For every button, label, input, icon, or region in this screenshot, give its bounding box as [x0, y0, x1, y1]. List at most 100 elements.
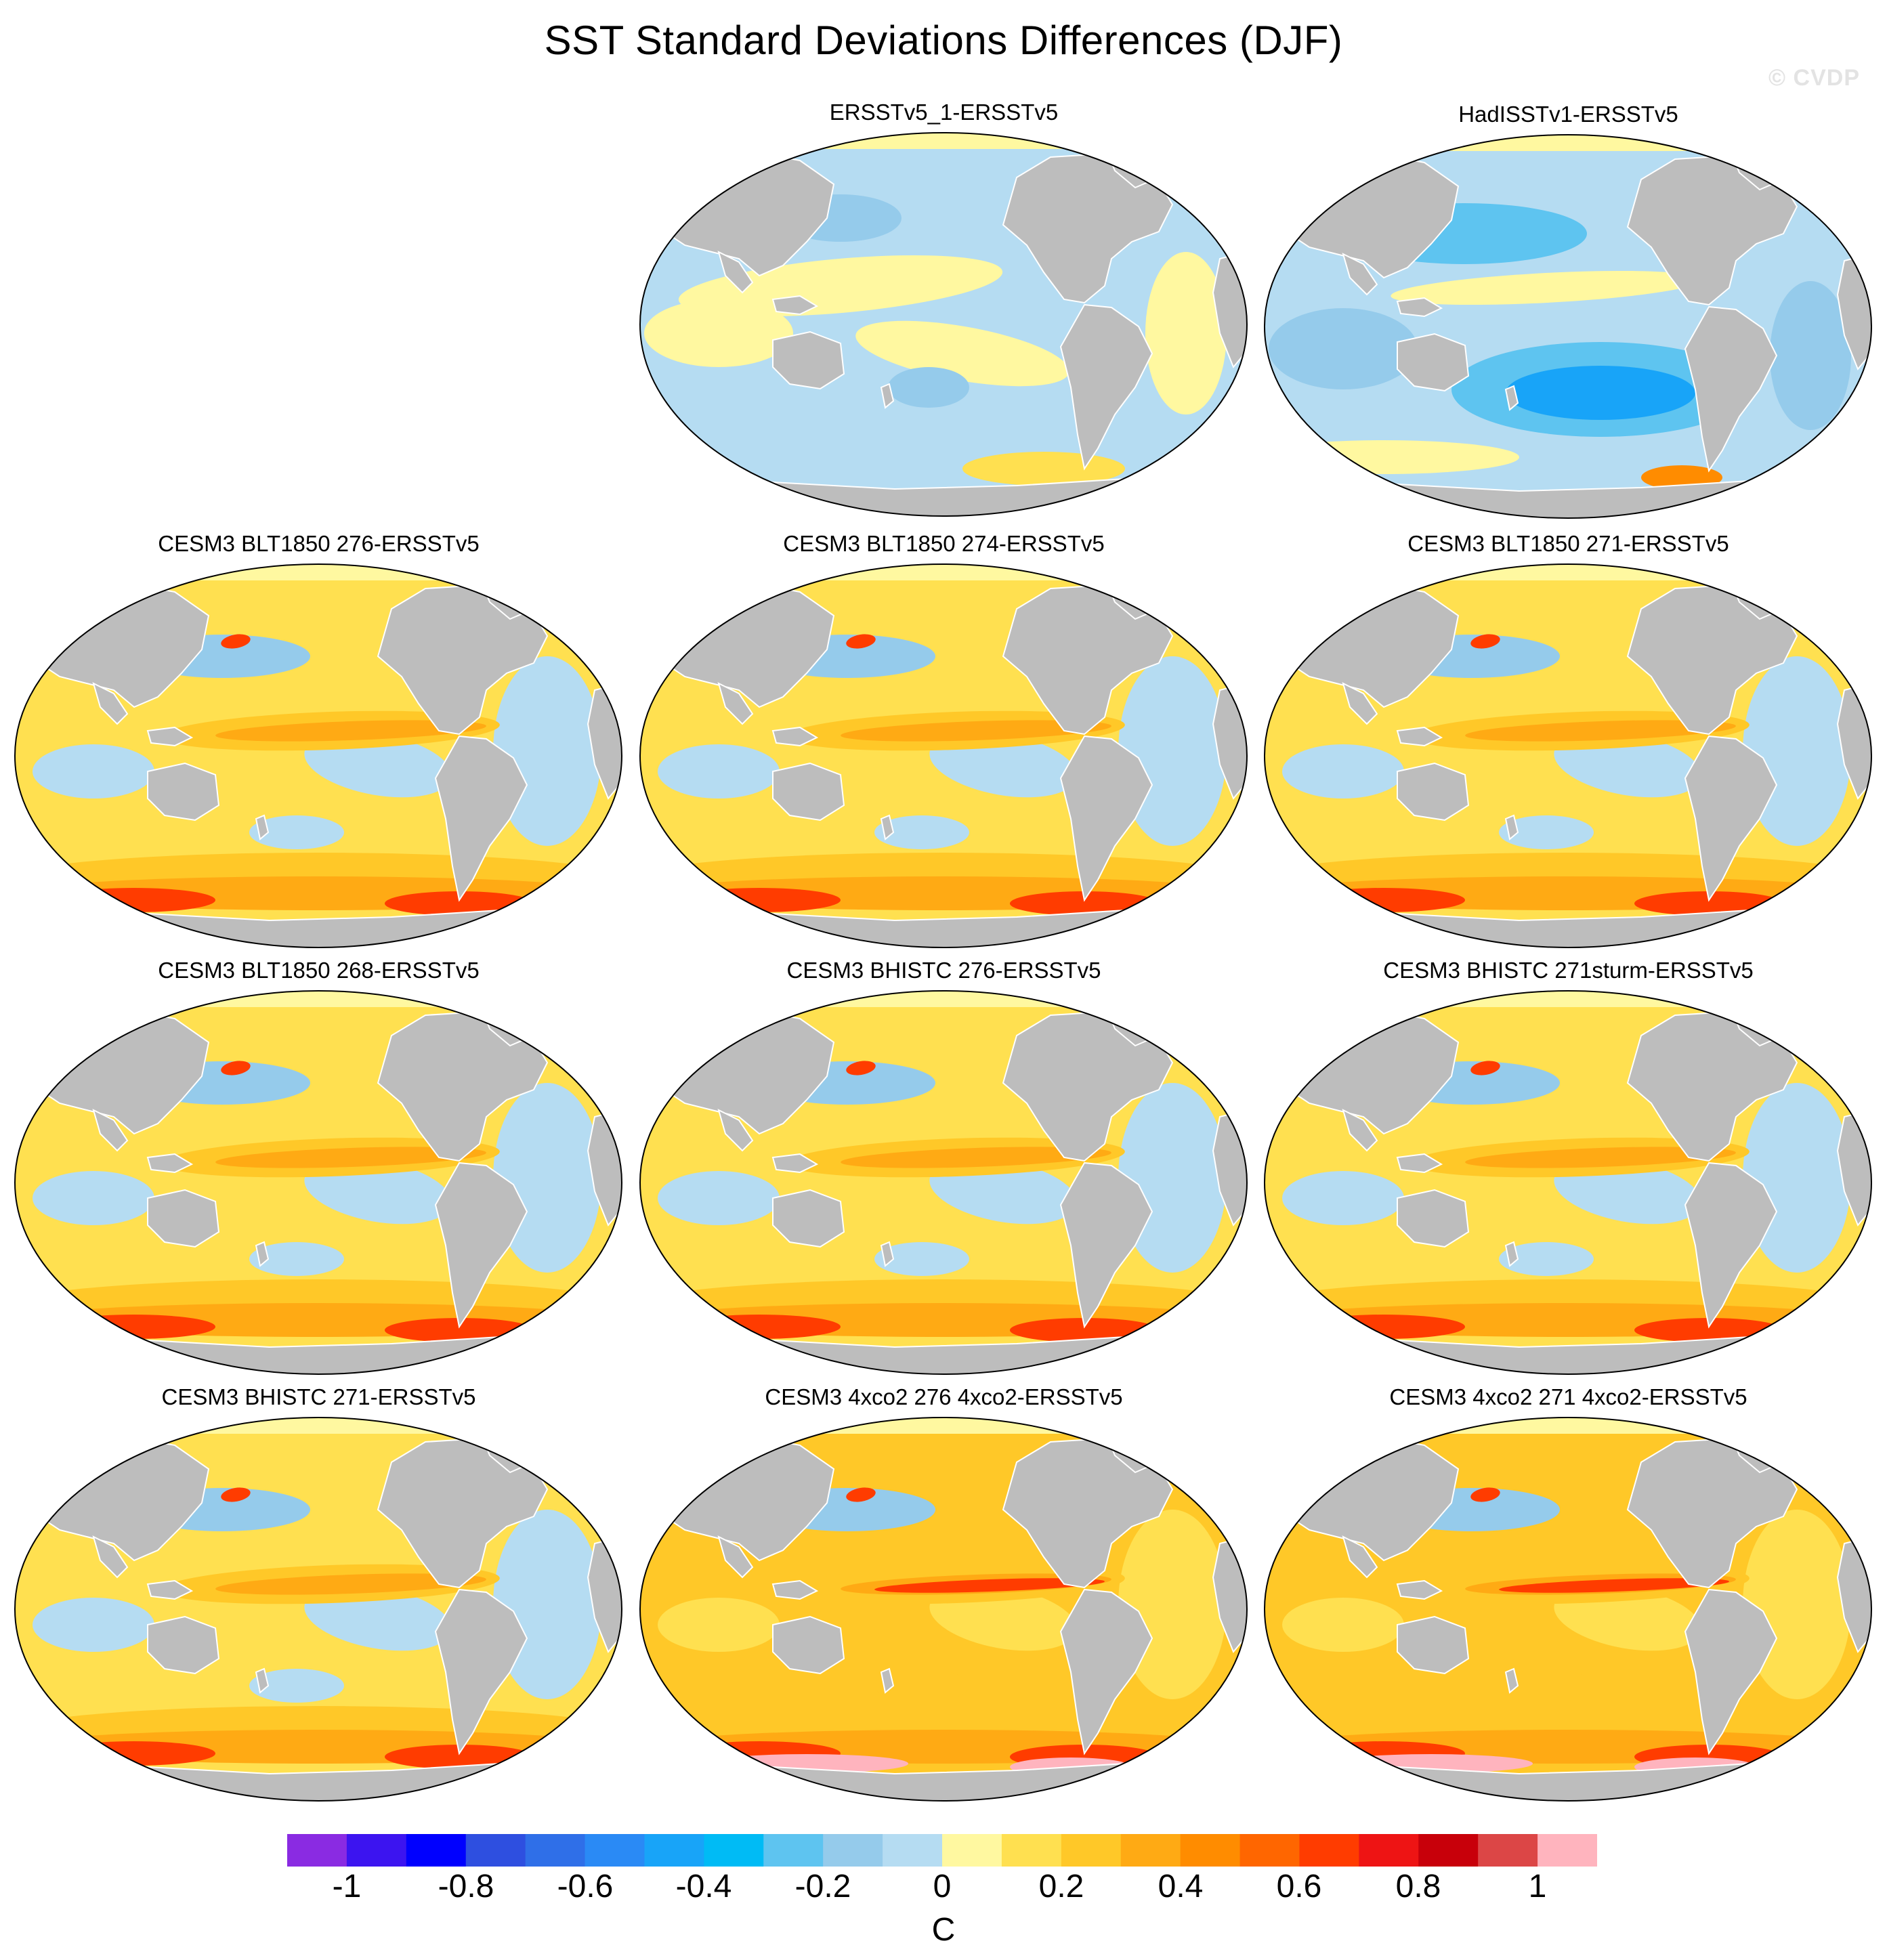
panel-title: CESM3 BLT1850 271-ERSSTv5	[1407, 531, 1729, 556]
anomaly-region	[1465, 720, 1736, 742]
anomaly-region	[1010, 891, 1159, 916]
anomaly-region	[1470, 1487, 1500, 1502]
new-zealand	[1504, 1667, 1519, 1694]
map-outline	[639, 563, 1248, 948]
maritime-continent	[1396, 1579, 1443, 1600]
anomaly-region	[1282, 1171, 1404, 1225]
new-zealand	[1504, 385, 1519, 411]
south-america	[1684, 1162, 1778, 1329]
anomaly-region	[1634, 891, 1783, 916]
map-panel-blt1850-268: CESM3 BLT1850 268-ERSSTv5	[12, 957, 625, 1377]
southeast-asia	[1342, 682, 1378, 725]
maritime-continent	[771, 295, 819, 316]
anomaly-region	[1282, 1598, 1404, 1652]
map-outline	[639, 132, 1248, 517]
world-map	[1264, 563, 1872, 948]
colorbar-swatch	[585, 1834, 645, 1867]
anomaly-region	[658, 1598, 780, 1652]
sst-field	[15, 991, 622, 1374]
map-panel-4xco2-271: CESM3 4xco2 271 4xco2-ERSSTv5	[1262, 1384, 1875, 1804]
colorbar-swatch	[346, 1834, 407, 1867]
map-outline	[1264, 1417, 1872, 1802]
anomaly-region	[658, 744, 780, 798]
anomaly-region	[1391, 270, 1702, 305]
anomaly-region	[841, 1147, 1111, 1168]
colorbar-tick-label: -0.6	[557, 1869, 614, 1904]
anomaly-region	[215, 720, 486, 742]
map-outline	[14, 990, 622, 1375]
world-map	[14, 990, 622, 1375]
south-america	[1059, 735, 1153, 902]
colorbar-swatch	[406, 1834, 467, 1867]
colorbar-swatch	[1001, 1834, 1062, 1867]
map-panel-bhistc-276: CESM3 BHISTC 276-ERSSTv5	[637, 957, 1250, 1377]
anomaly-region	[846, 1061, 876, 1075]
map-outline	[639, 1417, 1248, 1802]
anomaly-region	[1499, 815, 1594, 849]
southeast-asia	[1342, 253, 1378, 296]
colorbar-units: C	[931, 1912, 956, 1948]
map-outline	[1264, 134, 1872, 519]
maritime-continent	[771, 1579, 819, 1600]
panel-title: HadISSTv1-ERSSTv5	[1458, 102, 1678, 127]
anomaly-region	[1282, 744, 1404, 798]
new-zealand	[880, 383, 895, 409]
maritime-continent	[771, 726, 819, 747]
south-america	[1684, 305, 1778, 473]
colorbar-tick-label: 0.6	[1276, 1869, 1322, 1904]
world-map	[1264, 990, 1872, 1375]
new-zealand	[1504, 1241, 1519, 1267]
anomaly-region	[874, 815, 969, 849]
colorbar-swatch	[1538, 1834, 1597, 1867]
australia	[1397, 762, 1470, 822]
south-america	[434, 1162, 528, 1329]
southeast-asia	[92, 1535, 129, 1579]
anomaly-region	[1499, 1669, 1594, 1703]
anomaly-region	[385, 891, 534, 916]
anomaly-region	[841, 720, 1111, 742]
colorbar-tick-label: 0.2	[1038, 1869, 1084, 1904]
map-panel-blt1850-271: CESM3 BLT1850 271-ERSSTv5	[1262, 530, 1875, 950]
australia	[772, 331, 845, 390]
maritime-continent	[1396, 726, 1443, 747]
anomaly-region	[874, 1242, 969, 1276]
anomaly-region	[249, 815, 344, 849]
colorbar-swatch	[1180, 1834, 1241, 1867]
southeast-asia	[717, 1109, 754, 1152]
colorbar-swatch	[644, 1834, 704, 1867]
sst-field	[640, 991, 1247, 1374]
colorbar-swatch	[1418, 1834, 1479, 1867]
map-outline	[14, 1417, 622, 1802]
map-panel-blt1850-274: CESM3 BLT1850 274-ERSSTv5	[637, 530, 1250, 950]
colorbar-tick-label: 0.4	[1158, 1869, 1204, 1904]
colorbar-swatches	[287, 1834, 1597, 1867]
map-panel-hadisstv1: HadISSTv1-ERSSTv5	[1262, 101, 1875, 521]
sst-field	[640, 564, 1247, 947]
southeast-asia	[92, 682, 129, 725]
maritime-continent	[146, 1153, 194, 1174]
anomaly-region	[1499, 1242, 1594, 1276]
anomaly-region	[1010, 1318, 1159, 1342]
new-zealand	[880, 814, 895, 840]
new-zealand	[255, 1241, 270, 1267]
anomaly-region	[846, 1487, 876, 1502]
colorbar-tick-label: 0.8	[1395, 1869, 1441, 1904]
anomaly-region	[249, 1242, 344, 1276]
anomaly-region	[1499, 1578, 1729, 1593]
anomaly-region	[1470, 634, 1500, 649]
colorbar-swatch	[763, 1834, 824, 1867]
anomaly-region	[1269, 308, 1418, 389]
colorbar-swatch	[465, 1834, 526, 1867]
southeast-asia	[1342, 1109, 1378, 1152]
colorbar-swatch	[1061, 1834, 1122, 1867]
south-america	[1059, 1162, 1153, 1329]
south-america	[434, 735, 528, 902]
anomaly-region	[215, 1573, 486, 1595]
south-america	[1684, 735, 1778, 902]
anomaly-region	[658, 1171, 780, 1225]
southeast-asia	[92, 1109, 129, 1152]
sst-field	[15, 1418, 622, 1801]
world-map	[1264, 134, 1872, 519]
panel-title: CESM3 4xco2 276 4xco2-ERSSTv5	[765, 1384, 1123, 1409]
south-america	[434, 1588, 528, 1755]
